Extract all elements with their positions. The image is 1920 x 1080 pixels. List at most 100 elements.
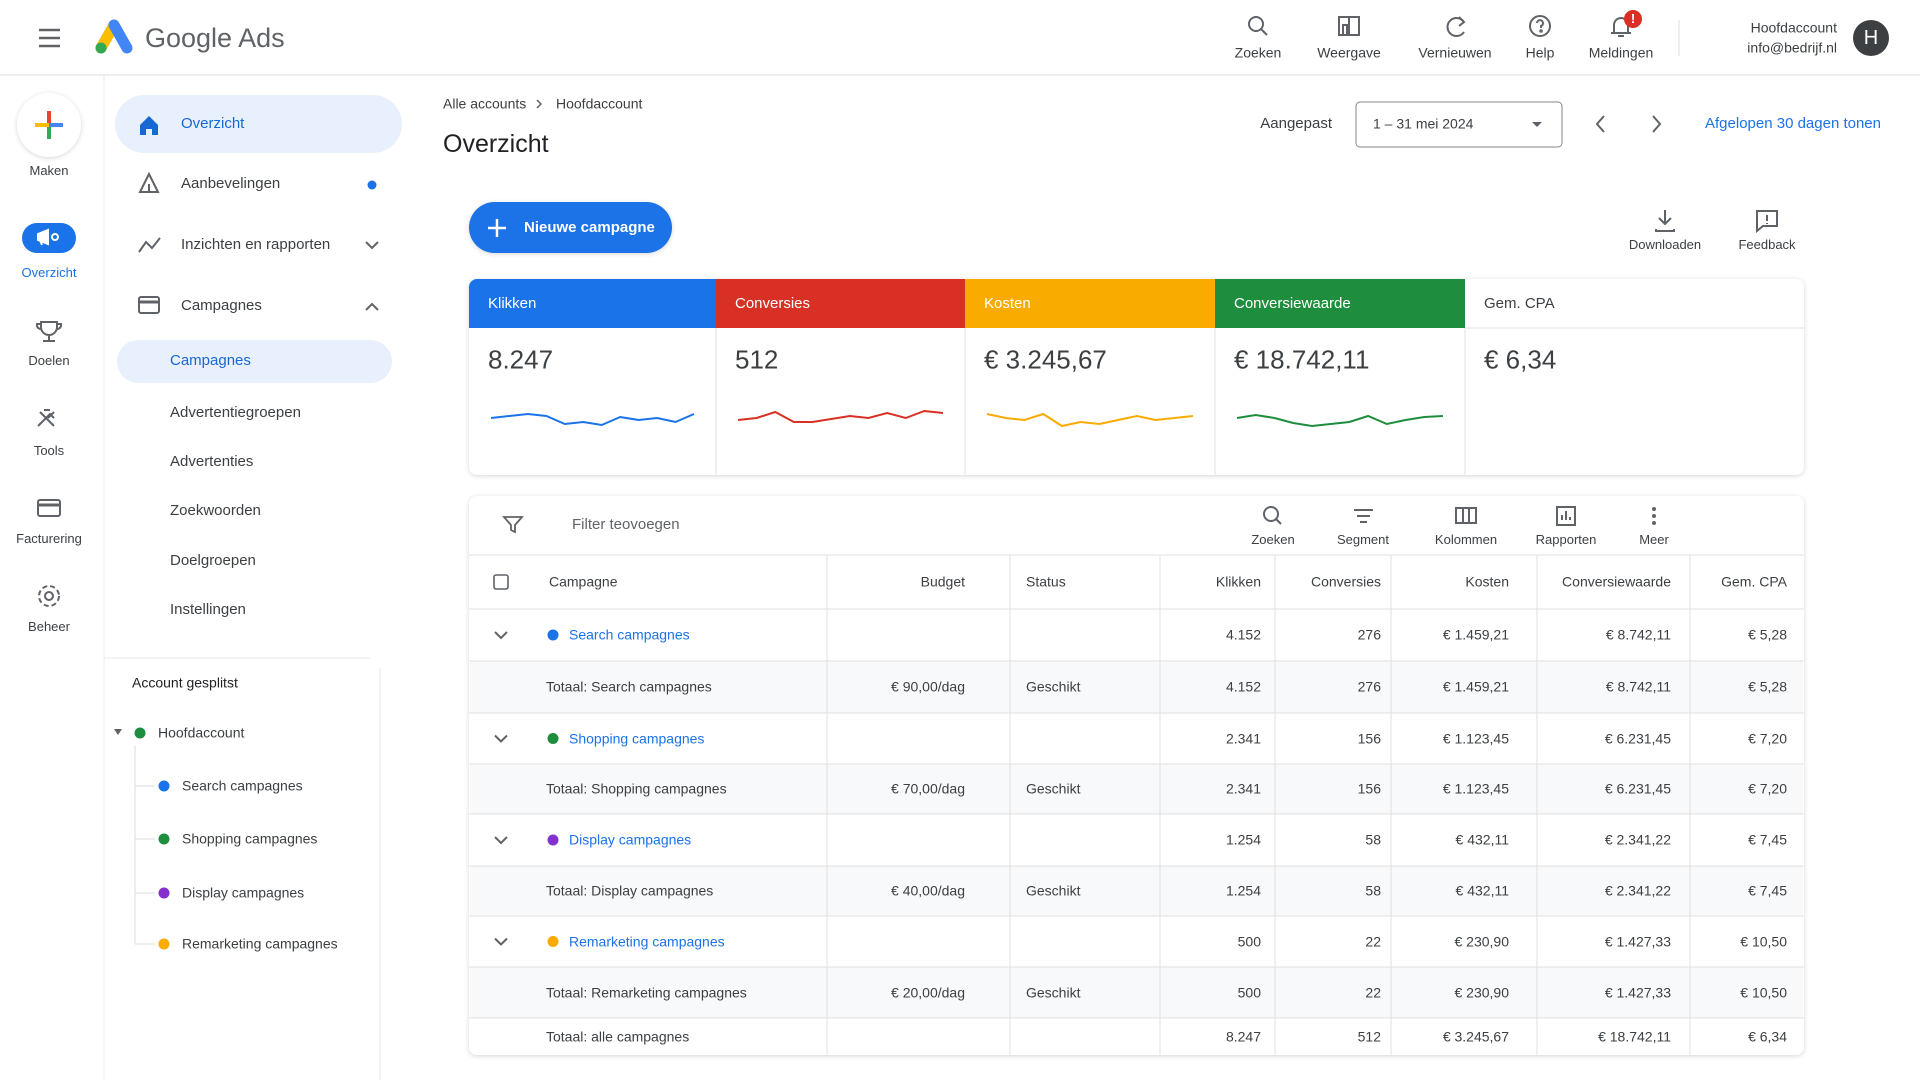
subnav-item[interactable]: Campagnes — [170, 352, 251, 369]
expand-toggle — [494, 631, 508, 640]
subnav-item[interactable]: Doelgroepen — [170, 552, 256, 569]
table-cell: 58 — [1365, 882, 1381, 899]
next-period[interactable] — [1652, 115, 1662, 133]
rail-item[interactable]: Maken — [29, 163, 69, 179]
header-icons[interactable] — [1248, 15, 1631, 37]
metric-label[interactable]: Klikken — [488, 295, 537, 312]
product-name: Google Ads — [145, 22, 285, 53]
total-label: Totaal: Display campagnes — [546, 882, 714, 899]
account-email: info@bedrijf.nl — [1747, 39, 1837, 56]
campaign-link[interactable]: Search campagnes — [569, 626, 690, 643]
rail-item[interactable]: Doelen — [28, 353, 70, 369]
toolbar-item[interactable]: Zoeken — [1251, 532, 1295, 548]
table-cell: € 10,50 — [1740, 933, 1787, 950]
expand-toggle — [494, 734, 508, 743]
rail-item[interactable]: Overzicht — [21, 265, 77, 281]
metric-value: € 6,34 — [1484, 344, 1557, 375]
campaign-dot — [547, 733, 559, 744]
tree-root[interactable]: Hoofdaccount — [158, 724, 245, 741]
tool-label[interactable]: Downloaden — [1628, 237, 1702, 253]
total-row-bg — [470, 764, 1803, 814]
metric-header — [1215, 279, 1465, 328]
column-header[interactable]: Status — [1026, 573, 1066, 590]
rail-item[interactable]: Facturering — [16, 531, 82, 547]
table-cell: € 432,11 — [1455, 882, 1509, 899]
metric-label[interactable]: Conversiewaarde — [1234, 295, 1351, 312]
header-action[interactable]: Meldingen — [1588, 44, 1654, 61]
table-cell: € 1.123,45 — [1442, 730, 1509, 747]
metric-header — [965, 279, 1215, 328]
column-header[interactable]: Klikken — [1215, 573, 1261, 590]
date-label: Aangepast — [1260, 115, 1332, 132]
tree-child[interactable]: Search campagnes — [182, 777, 303, 794]
column-header[interactable]: Kosten — [1465, 573, 1509, 590]
metric-label[interactable]: Conversies — [735, 295, 811, 312]
breadcrumb[interactable]: Alle accounts — [443, 95, 527, 112]
campaign-link[interactable]: Shopping campagnes — [569, 730, 705, 747]
subnav-item[interactable]: Zoekwoorden — [170, 502, 261, 519]
table-cell: € 1.459,21 — [1442, 678, 1509, 695]
campaign-link[interactable]: Display campagnes — [569, 831, 692, 848]
tree-child[interactable]: Display campagnes — [182, 884, 305, 901]
metric-label[interactable]: Kosten — [984, 295, 1031, 312]
expand-toggle — [494, 937, 508, 946]
table-cell: 2.341 — [1225, 730, 1261, 747]
total-label: Totaal: Remarketing campagnes — [546, 984, 747, 1001]
header-action[interactable]: Help — [1525, 44, 1555, 61]
table-cell: € 8.742,11 — [1605, 678, 1671, 695]
prev-period[interactable] — [1595, 115, 1605, 133]
new-campaign-label[interactable]: Nieuwe campagne — [524, 219, 655, 236]
select-all-checkbox[interactable] — [493, 574, 509, 590]
rail-item[interactable]: Tools — [33, 443, 65, 459]
column-header[interactable]: Conversies — [1310, 573, 1381, 590]
rail-item[interactable]: Beheer — [28, 619, 70, 635]
tree-child[interactable]: Remarketing campagnes — [182, 935, 338, 952]
total-label: Totaal: Shopping campagnes — [546, 780, 727, 797]
toolbar-item[interactable]: Meer — [1639, 532, 1669, 548]
column-header[interactable]: Conversiewaarde — [1562, 573, 1671, 590]
table-cell: Geschikt — [1026, 984, 1081, 1001]
nav-item[interactable]: Aanbevelingen — [181, 175, 281, 192]
column-header[interactable]: Campagne — [549, 573, 618, 590]
table-cell: € 5,28 — [1748, 678, 1787, 695]
metric-value: € 3.245,67 — [984, 344, 1107, 375]
metric-header — [716, 279, 965, 328]
toolbar-item[interactable]: Segment — [1336, 532, 1390, 548]
nav-active[interactable] — [115, 95, 402, 153]
nav-item[interactable]: Overzicht — [181, 115, 245, 132]
total-label: Totaal: alle campagnes — [546, 1028, 690, 1045]
date-link[interactable]: Afgelopen 30 dagen tonen — [1705, 115, 1881, 132]
table-cell: € 5,28 — [1748, 626, 1787, 643]
avatar[interactable] — [1853, 20, 1889, 56]
toolbar-item[interactable]: Kolommen — [1434, 532, 1498, 548]
tree-child[interactable]: Shopping campagnes — [182, 830, 318, 847]
campaign-link[interactable]: Remarketing campagnes — [569, 933, 725, 950]
tool-label[interactable]: Feedback — [1738, 237, 1796, 253]
campaign-dot — [547, 629, 559, 641]
metric-header — [1465, 279, 1804, 328]
subnav-item[interactable]: Instellingen — [170, 601, 246, 618]
date-range[interactable]: 1 – 31 mei 2024 — [1373, 115, 1474, 132]
metric-label[interactable]: Gem. CPA — [1484, 295, 1555, 312]
date-picker[interactable] — [1355, 101, 1563, 148]
header-action[interactable]: Vernieuwen — [1418, 44, 1492, 61]
subnav-item[interactable]: Advertenties — [170, 453, 254, 470]
table-cell: 1.254 — [1225, 882, 1261, 899]
subnav-item[interactable]: Advertentiegroepen — [170, 404, 301, 421]
menu-icon[interactable] — [39, 28, 60, 48]
total-row-bg — [470, 967, 1803, 1018]
new-campaign-button[interactable] — [469, 202, 672, 253]
total-row-bg — [470, 866, 1803, 916]
nav-item[interactable]: Inzichten en rapporten — [181, 236, 331, 253]
header-action[interactable]: Weergave — [1317, 44, 1381, 61]
header-action[interactable]: Zoeken — [1234, 44, 1282, 61]
subnav-active[interactable] — [117, 340, 392, 383]
column-header[interactable]: Budget — [920, 573, 965, 590]
toolbar-item[interactable]: Rapporten — [1535, 532, 1597, 548]
filter-input[interactable]: Filter teovoegen — [572, 516, 680, 533]
metric-header — [469, 279, 716, 328]
nav-item[interactable]: Campagnes — [181, 297, 262, 314]
column-header[interactable]: Gem. CPA — [1721, 573, 1787, 590]
table-cell: € 6,34 — [1748, 1028, 1787, 1045]
